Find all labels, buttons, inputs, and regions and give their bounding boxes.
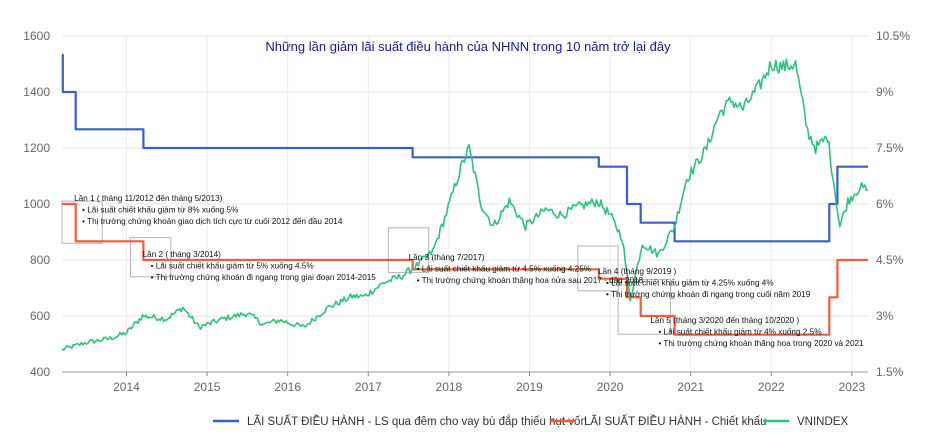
annotation-line: • Lãi suất chiết khấu giảm từ 4.25% xuốn… — [606, 279, 774, 288]
highlight-box — [617, 279, 672, 335]
x-tick-label: 2020 — [597, 380, 624, 394]
x-tick-label: 2015 — [194, 380, 221, 394]
annotation-line: Lần 1 ( tháng 11/2012 đến tháng 5/2013) — [74, 194, 223, 203]
highlight-box — [387, 227, 430, 274]
y2-tick-label: 7.5% — [876, 141, 904, 155]
x-tick-label: 2016 — [274, 380, 301, 394]
annotation-line: Lần 4 (tháng 9/2019 ) — [598, 267, 677, 276]
annotation-line: • Thị trường chứng khoán đi ngang trong … — [606, 290, 811, 299]
series-lines — [61, 53, 869, 351]
annotation-line: • Lãi suất chiết khấu giảm từ 4% xuống 2… — [658, 328, 821, 337]
annotation-line: • Thị trường chứng khoán thăng hoa trong… — [658, 339, 864, 348]
y2-tick-label: 4.5% — [876, 253, 904, 267]
y-tick-label: 1600 — [23, 29, 50, 43]
y-tick-label: 800 — [30, 253, 50, 267]
legend-label: VNINDEX — [797, 416, 848, 428]
annotation-line: Lần 2 ( tháng 3/2014) — [143, 250, 222, 259]
legend: LÃI SUẤT ĐIỀU HÀNH - LS qua đêm cho vay … — [213, 415, 848, 428]
y-tick-label: 1400 — [23, 85, 50, 99]
legend-label: LÃI SUẤT ĐIỀU HÀNH - LS qua đêm cho vay … — [247, 415, 587, 428]
x-tick-label: 2017 — [355, 380, 382, 394]
x-tick-label: 2019 — [516, 380, 543, 394]
annotation-line: • Lãi suất chiết khấu giảm từ 8% xuống 5… — [82, 206, 238, 215]
highlight-box — [61, 200, 103, 244]
highlight-box — [130, 237, 172, 278]
annotation-line: • Lãi suất chiết khấu giảm từ 5% xuống 4… — [151, 262, 314, 271]
annotation-line: • Thị trường chứng khoán thăng hoa nửa s… — [417, 276, 644, 285]
annotation-line: Lần 3 (tháng 7/2017) — [409, 253, 485, 262]
y2-tick-label: 1.5% — [876, 365, 904, 379]
legend-label: LÃI SUẤT ĐIỀU HÀNH - Chiết khấu — [584, 415, 767, 428]
y2-tick-label: 3% — [876, 309, 894, 323]
y-tick-label: 1000 — [23, 197, 50, 211]
series-line-1 — [62, 202, 868, 336]
annotation-line: • Lãi suất chiết khấu giảm từ 4.5% xuống… — [417, 265, 591, 274]
annotation-line: Lần 5 (tháng 3/2020 đến tháng 10/2020 ) — [650, 316, 799, 325]
x-tick-label: 2018 — [436, 380, 463, 394]
annotation-line: • Thị trường chứng khoán đi ngang trong … — [151, 273, 377, 282]
x-tick-label: 2021 — [677, 380, 704, 394]
y2-tick-label: 9% — [876, 85, 894, 99]
series-line-2 — [61, 58, 869, 351]
y2-tick-label: 10.5% — [876, 29, 910, 43]
y-tick-label: 1200 — [23, 141, 50, 155]
y-tick-label: 400 — [30, 365, 50, 379]
y-tick-label: 600 — [30, 309, 50, 323]
annotation-line: • Thị trường chứng khoán giao dịch tích … — [82, 217, 343, 226]
x-tick-label: 2023 — [839, 380, 866, 394]
annotations: Lần 1 ( tháng 11/2012 đến tháng 5/2013) •… — [74, 194, 864, 348]
x-tick-label: 2014 — [113, 380, 140, 394]
x-tick-label: 2022 — [758, 380, 785, 394]
series-line-0 — [61, 53, 868, 243]
y2-tick-label: 6% — [876, 197, 894, 211]
axes: 400 600 800 1000 1200 1400 1600 1.5% 3% 4.5% 6% 7.5… — [23, 29, 910, 394]
chart-title: Những lần giảm lãi suất điều hành của NH… — [265, 39, 671, 54]
